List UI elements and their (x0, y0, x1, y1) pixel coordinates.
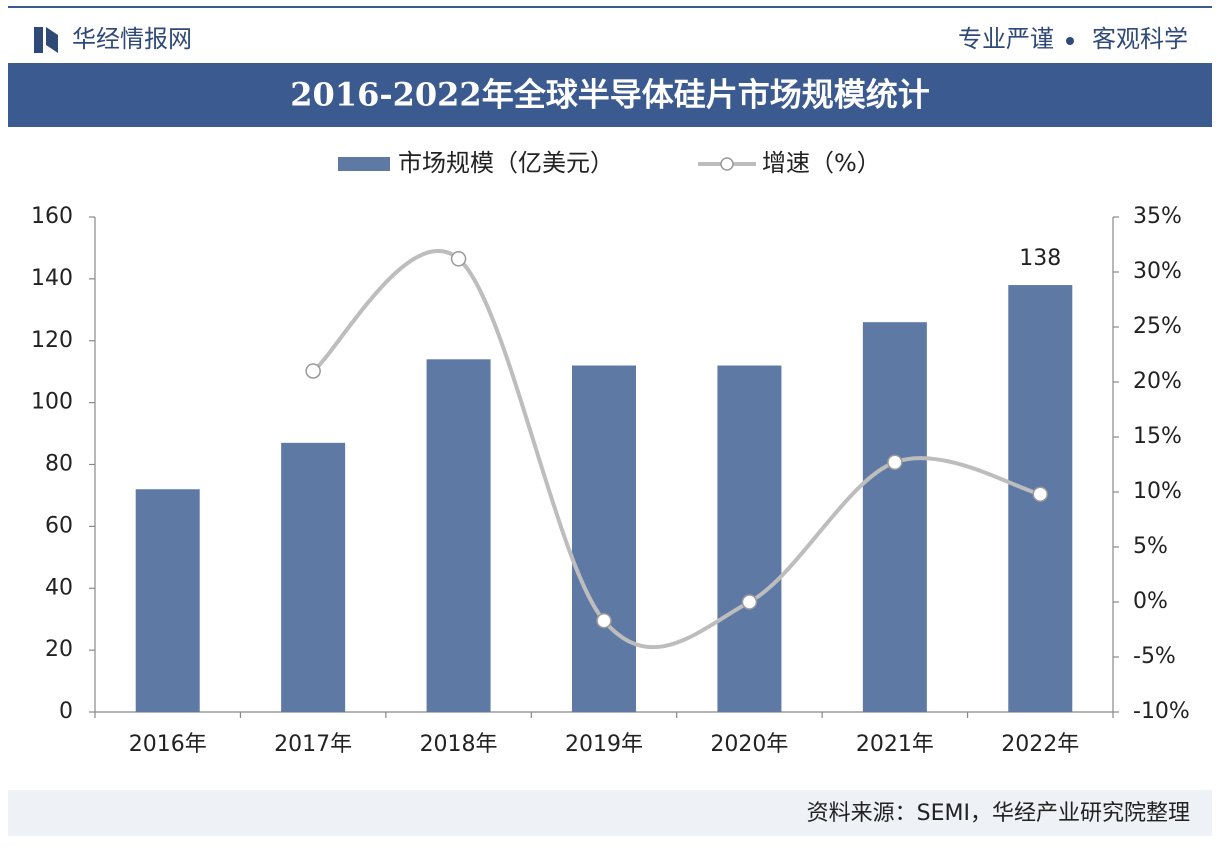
y2-tick-label: 20% (1133, 369, 1182, 394)
legend-swatch-bar (338, 157, 390, 171)
bar (572, 365, 636, 712)
y-tick-label: 120 (31, 328, 73, 353)
legend-swatch-marker (720, 157, 734, 171)
y-tick-label: 20 (45, 637, 73, 662)
y2-tick-label: 30% (1133, 259, 1182, 284)
x-tick-label: 2021年 (856, 732, 934, 757)
x-tick-label: 2022年 (1001, 732, 1079, 757)
line-marker (887, 454, 903, 471)
line-marker (741, 594, 758, 610)
footer-band (8, 790, 1212, 836)
y-tick-label: 60 (45, 513, 73, 538)
x-tick-label: 2016年 (129, 732, 207, 757)
legend-label: 市场规模（亿美元） (398, 149, 614, 177)
brand: 华经情报网 (72, 25, 192, 53)
y2-tick-label: 25% (1133, 314, 1182, 339)
x-tick-label: 2019年 (565, 732, 643, 757)
bar (281, 442, 346, 712)
legend-label: 增速（%） (762, 149, 881, 177)
x-tick-label: 2018年 (420, 732, 498, 757)
y-tick-label: 40 (45, 575, 73, 600)
y2-tick-label: 35% (1133, 204, 1182, 229)
separator-dot (1066, 37, 1074, 45)
line-marker (596, 612, 612, 629)
title-band (8, 63, 1212, 127)
bar (862, 322, 927, 712)
line-marker (305, 363, 321, 379)
y-tick-label: 100 (31, 390, 73, 415)
y-tick-label: 160 (31, 204, 73, 229)
y2-tick-label: 0% (1133, 589, 1168, 614)
y2-tick-label: 15% (1133, 424, 1182, 449)
data-label: 138 (1019, 246, 1061, 271)
y2-tick-label: 5% (1133, 534, 1168, 559)
bar (426, 359, 491, 712)
motto-left: 专业严谨 (958, 25, 1054, 53)
y-tick-label: 140 (31, 266, 73, 291)
y2-tick-label: -5% (1133, 644, 1176, 669)
y-tick-label: 80 (45, 452, 73, 477)
x-tick-label: 2020年 (710, 732, 788, 757)
motto-right: 客观科学 (1092, 25, 1188, 53)
bar (717, 365, 782, 712)
y-tick-label: 0 (59, 699, 73, 724)
line-marker (450, 251, 467, 267)
line-marker (1032, 486, 1049, 502)
chart-title: 2016-2022年全球半导体硅片市场规模统计 (290, 76, 929, 114)
y2-tick-label: 10% (1133, 479, 1182, 504)
y2-tick-label: -10% (1133, 699, 1190, 724)
logo (34, 27, 58, 53)
x-tick-label: 2017年 (274, 732, 352, 757)
bar (135, 489, 200, 712)
source: 资料来源：SEMI，华经产业研究院整理 (807, 801, 1190, 826)
